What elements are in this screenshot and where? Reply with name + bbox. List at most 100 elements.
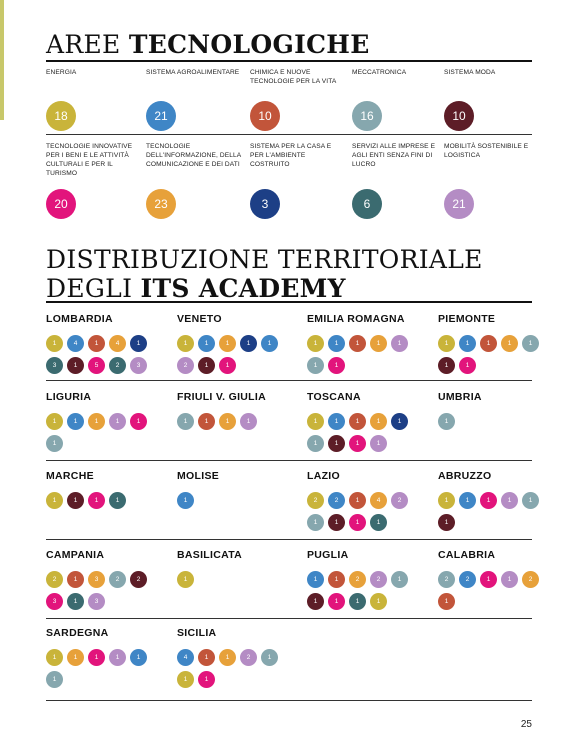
region-count-dot: 4 bbox=[177, 649, 194, 666]
region-count-dot: 1 bbox=[177, 571, 194, 588]
region-count-dot: 1 bbox=[328, 435, 345, 452]
region-lazio: LAZIO 2 2 1 4 2 1 1 1 1 bbox=[307, 470, 433, 531]
region-count-dot: 1 bbox=[349, 435, 366, 452]
region-count-dot: 1 bbox=[46, 435, 63, 452]
region-count-dot: 1 bbox=[67, 649, 84, 666]
region-count-dot: 1 bbox=[67, 571, 84, 588]
sector-count-dot: 18 bbox=[46, 101, 76, 131]
region-count-dot: 1 bbox=[307, 514, 324, 531]
region-count-dot: 1 bbox=[349, 514, 366, 531]
region-veneto: VENETO 1 1 1 1 1 2 1 1 bbox=[177, 313, 303, 374]
region-count-dot: 2 bbox=[307, 492, 324, 509]
region-count-dot: 1 bbox=[438, 357, 455, 374]
region-name: LAZIO bbox=[307, 470, 340, 482]
region-basilicata: BASILICATA 1 bbox=[177, 549, 303, 588]
region-count-dot: 1 bbox=[459, 357, 476, 374]
sector-count-dot: 10 bbox=[444, 101, 474, 131]
region-count-dot: 1 bbox=[438, 593, 455, 610]
region-count-dot: 1 bbox=[198, 649, 215, 666]
sector-count-dot: 20 bbox=[46, 189, 76, 219]
region-name: SICILIA bbox=[177, 627, 217, 639]
region-count-dot: 1 bbox=[46, 413, 63, 430]
region-count-dot: 1 bbox=[459, 335, 476, 352]
region-count-dot: 4 bbox=[370, 492, 387, 509]
page-edge-bar bbox=[0, 0, 4, 120]
region-count-dot: 1 bbox=[328, 514, 345, 531]
region-count-dot: 1 bbox=[88, 492, 105, 509]
region-count-dot: 1 bbox=[130, 649, 147, 666]
sector-label: SERVIZI ALLE IMPRESE E AGLI ENTI SENZA F… bbox=[352, 143, 436, 168]
sector-energia: ENERGIA 18 bbox=[46, 68, 142, 131]
region-count-dot: 2 bbox=[370, 571, 387, 588]
region-name: BASILICATA bbox=[177, 549, 243, 561]
sector-row-divider bbox=[46, 134, 532, 135]
sector-count-dot: 3 bbox=[250, 189, 280, 219]
region-count-dot: 2 bbox=[109, 357, 126, 374]
region-count-dot: 3 bbox=[88, 571, 105, 588]
region-molise: MOLISE 1 bbox=[177, 470, 303, 509]
region-count-dot: 1 bbox=[349, 593, 366, 610]
region-sicilia: SICILIA 4 1 1 2 1 1 1 bbox=[177, 627, 303, 688]
region-count-dot: 1 bbox=[391, 413, 408, 430]
region-count-dot: 2 bbox=[459, 571, 476, 588]
title-rule bbox=[46, 60, 532, 62]
region-name: ABRUZZO bbox=[438, 470, 492, 482]
sector-mecca: MECCATRONICA 16 bbox=[352, 68, 448, 131]
region-count-dot: 1 bbox=[219, 649, 236, 666]
region-campania: CAMPANIA 2 1 3 2 2 3 1 3 bbox=[46, 549, 172, 610]
sector-turismo: TECNOLOGIE INNOVATIVE PER I BENI E LE AT… bbox=[46, 142, 142, 219]
region-count-dot: 1 bbox=[130, 413, 147, 430]
region-lombardia: LOMBARDIA 1 4 1 4 1 3 1 5 2 3 bbox=[46, 313, 172, 374]
sector-label: ENERGIA bbox=[46, 69, 77, 76]
sector-label: CHIMICA E NUOVE TECNOLOGIE PER LA VITA bbox=[250, 69, 337, 85]
region-count-dot: 3 bbox=[130, 357, 147, 374]
region-count-dot: 1 bbox=[370, 413, 387, 430]
region-count-dot: 1 bbox=[370, 435, 387, 452]
region-count-dot: 1 bbox=[46, 649, 63, 666]
region-count-dot: 1 bbox=[438, 492, 455, 509]
region-row-divider bbox=[46, 539, 532, 540]
region-row-divider bbox=[46, 460, 532, 461]
sector-casa: SISTEMA PER LA CASA E PER L'AMBIENTE COS… bbox=[250, 142, 346, 219]
region-count-dot: 1 bbox=[67, 593, 84, 610]
sector-count-dot: 6 bbox=[352, 189, 382, 219]
region-sardegna: SARDEGNA 1 1 1 1 1 1 bbox=[46, 627, 172, 688]
region-count-dot: 1 bbox=[328, 571, 345, 588]
region-count-dot: 1 bbox=[349, 335, 366, 352]
region-name: LIGURIA bbox=[46, 391, 92, 403]
region-count-dot: 1 bbox=[240, 413, 257, 430]
sector-label: SISTEMA AGROALIMENTARE bbox=[146, 69, 240, 76]
region-row-divider bbox=[46, 618, 532, 619]
region-count-dot: 1 bbox=[391, 335, 408, 352]
region-abruzzo: ABRUZZO 1 1 1 1 1 1 bbox=[438, 470, 564, 531]
region-count-dot: 1 bbox=[349, 413, 366, 430]
region-count-dot: 1 bbox=[349, 492, 366, 509]
region-count-dot: 3 bbox=[88, 593, 105, 610]
region-count-dot: 2 bbox=[240, 649, 257, 666]
region-row-divider bbox=[46, 380, 532, 381]
region-count-dot: 1 bbox=[522, 492, 539, 509]
region-name: SARDEGNA bbox=[46, 627, 109, 639]
region-count-dot: 1 bbox=[328, 335, 345, 352]
region-count-dot: 1 bbox=[198, 413, 215, 430]
region-puglia: PUGLIA 1 1 2 2 1 1 1 1 1 bbox=[307, 549, 433, 610]
region-count-dot: 1 bbox=[307, 413, 324, 430]
region-count-dot: 1 bbox=[46, 671, 63, 688]
region-friuli-v-giulia: FRIULI V. GIULIA 1 1 1 1 bbox=[177, 391, 303, 430]
region-count-dot: 2 bbox=[328, 492, 345, 509]
sector-count-dot: 21 bbox=[146, 101, 176, 131]
sector-moda: SISTEMA MODA 10 bbox=[444, 68, 540, 131]
region-count-dot: 2 bbox=[109, 571, 126, 588]
region-name: CALABRIA bbox=[438, 549, 496, 561]
region-count-dot: 1 bbox=[46, 335, 63, 352]
region-count-dot: 1 bbox=[370, 514, 387, 531]
region-name: CAMPANIA bbox=[46, 549, 105, 561]
region-count-dot: 1 bbox=[67, 413, 84, 430]
region-count-dot: 1 bbox=[522, 335, 539, 352]
region-count-dot: 2 bbox=[391, 492, 408, 509]
region-name: VENETO bbox=[177, 313, 222, 325]
region-count-dot: 1 bbox=[109, 413, 126, 430]
region-count-dot: 4 bbox=[109, 335, 126, 352]
sector-count-dot: 16 bbox=[352, 101, 382, 131]
sector-count-dot: 10 bbox=[250, 101, 280, 131]
